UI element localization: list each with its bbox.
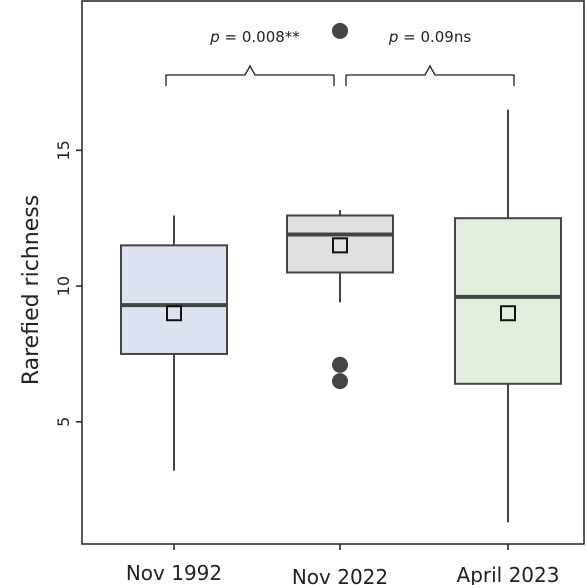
y-tick-label: 5 xyxy=(54,417,73,427)
box-2 xyxy=(286,22,394,390)
significance-annotations: p = 0.008** p = 0.09ns xyxy=(165,28,515,86)
significance-bracket xyxy=(345,64,515,86)
y-tick-label: 10 xyxy=(54,276,73,296)
mean-marker xyxy=(332,237,348,254)
y-tick-label: 15 xyxy=(54,140,73,160)
boxes xyxy=(120,22,562,523)
y-axis-label: Rarefied richness xyxy=(19,195,44,385)
box-1 xyxy=(120,215,228,471)
iqr-box xyxy=(120,244,228,355)
iqr-box xyxy=(286,214,394,274)
mean-marker xyxy=(166,305,182,322)
x-tick-label: Nov 1992 xyxy=(126,561,222,585)
p-symbol: p xyxy=(209,28,220,46)
box-3 xyxy=(454,109,562,523)
iqr-box xyxy=(454,217,562,385)
significance-bracket xyxy=(165,64,335,86)
outlier-point xyxy=(332,22,348,39)
outlier-point xyxy=(332,356,348,373)
x-tick-label: April 2023 xyxy=(457,563,560,585)
plot-frame xyxy=(81,0,585,545)
mean-marker xyxy=(500,305,516,322)
p-value-label: p = 0.09ns xyxy=(388,28,472,46)
y-axis: 5 10 15 xyxy=(54,140,82,427)
x-axis: Nov 1992 Nov 2022 April 2023 xyxy=(126,544,560,585)
p-symbol: p xyxy=(388,28,399,46)
p-value-text: = 0.008** xyxy=(220,28,301,46)
x-tick-label: Nov 2022 xyxy=(292,565,388,585)
outlier-point xyxy=(332,373,348,390)
p-value-label: p = 0.008** xyxy=(209,28,300,46)
p-value-text: = 0.09ns xyxy=(398,28,471,46)
